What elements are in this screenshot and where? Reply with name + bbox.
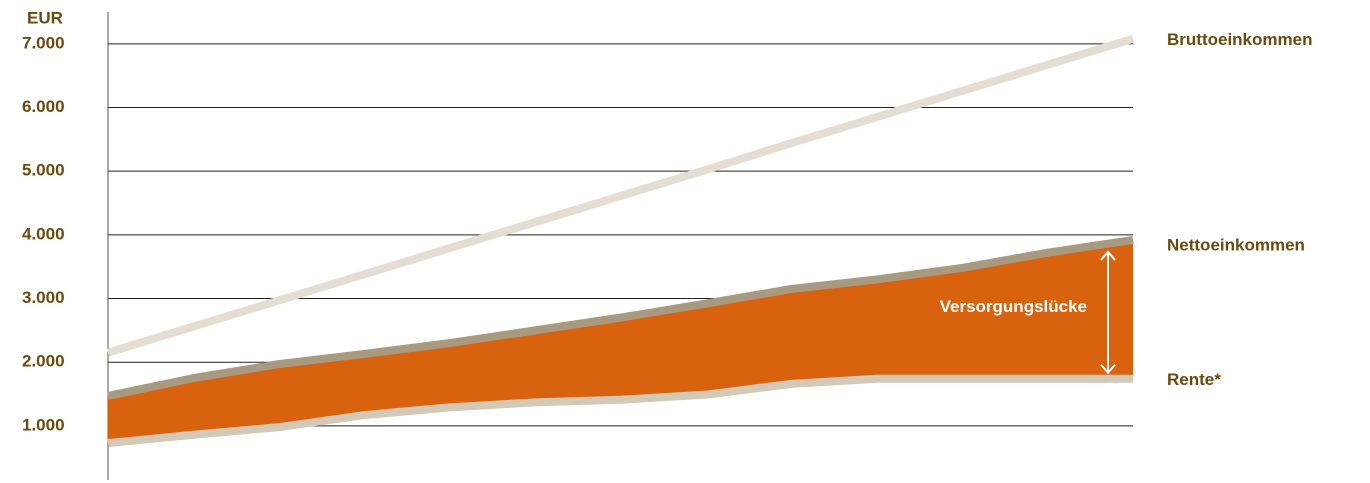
y-tick-label: 2.000 [22, 352, 65, 371]
series-label: Bruttoeinkommen [1167, 30, 1312, 49]
y-tick-label: 3.000 [22, 288, 65, 307]
y-tick-label: 1.000 [22, 415, 65, 434]
series-label: Rente* [1167, 370, 1221, 389]
y-tick-label: 4.000 [22, 224, 65, 243]
y-axis-label: EUR [27, 8, 63, 27]
series-label: Nettoeinkommen [1167, 235, 1305, 254]
series-line [107, 374, 1133, 448]
annotation: Versorgungslücke [940, 297, 1087, 316]
y-tick-label: 6.000 [22, 97, 65, 116]
series-line [106, 34, 1135, 357]
gap-area [108, 239, 1133, 444]
y-tick-label: 5.000 [22, 161, 65, 180]
series-line [107, 235, 1134, 400]
annotation-arrow [1100, 250, 1116, 375]
y-tick-label: 7.000 [22, 33, 65, 52]
